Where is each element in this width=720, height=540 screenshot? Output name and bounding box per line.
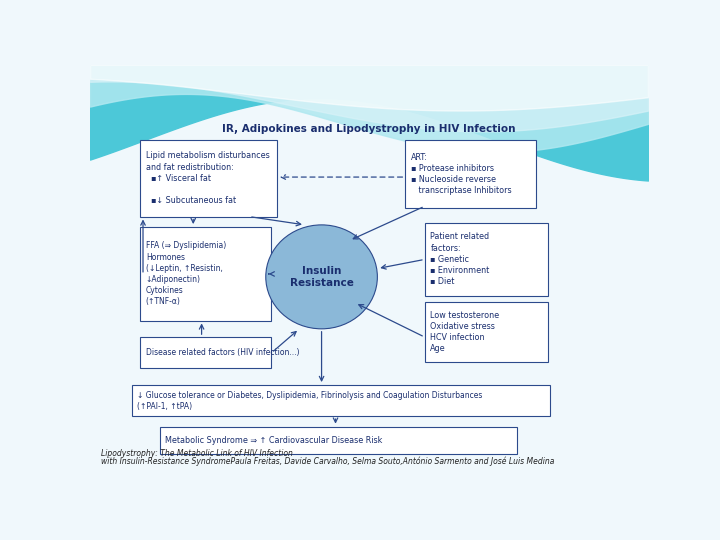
FancyBboxPatch shape bbox=[425, 223, 547, 295]
FancyBboxPatch shape bbox=[405, 140, 536, 208]
Text: Metabolic Syndrome ⇒ ↑ Cardiovascular Disease Risk: Metabolic Syndrome ⇒ ↑ Cardiovascular Di… bbox=[166, 436, 383, 444]
Text: IR, Adipokines and Lipodystrophy in HIV Infection: IR, Adipokines and Lipodystrophy in HIV … bbox=[222, 124, 516, 134]
Text: ART:
▪ Protease inhibitors
▪ Nucleoside reverse
   transcriptase Inhibitors: ART: ▪ Protease inhibitors ▪ Nucleoside … bbox=[411, 153, 511, 195]
Text: Disease related factors (HIV infection...): Disease related factors (HIV infection..… bbox=[145, 348, 300, 357]
FancyBboxPatch shape bbox=[140, 337, 271, 368]
Text: Lipodystrophy: The Metabolic Link of HIV Infection: Lipodystrophy: The Metabolic Link of HIV… bbox=[101, 449, 293, 458]
FancyBboxPatch shape bbox=[140, 227, 271, 321]
Text: ↓ Glucose tolerance or Diabetes, Dyslipidemia, Fibrinolysis and Coagulation Dist: ↓ Glucose tolerance or Diabetes, Dyslipi… bbox=[138, 390, 483, 410]
Text: Insulin
Resistance: Insulin Resistance bbox=[289, 266, 354, 288]
Text: FFA (⇒ Dyslipidemia)
Hormones
(↓Leptin, ↑Resistin,
↓Adiponectin)
Cytokines
(↑TNF: FFA (⇒ Dyslipidemia) Hormones (↓Leptin, … bbox=[145, 241, 226, 306]
FancyBboxPatch shape bbox=[425, 302, 547, 362]
FancyBboxPatch shape bbox=[132, 385, 550, 416]
Ellipse shape bbox=[266, 225, 377, 329]
Text: Patient related
factors:
▪ Genetic
▪ Environment
▪ Diet: Patient related factors: ▪ Genetic ▪ Env… bbox=[431, 233, 490, 286]
FancyBboxPatch shape bbox=[160, 427, 517, 454]
Text: Lipid metabolism disturbances
and fat redistribution:
  ▪↑ Visceral fat

  ▪↓ Su: Lipid metabolism disturbances and fat re… bbox=[145, 151, 269, 205]
Text: Low testosterone
Oxidative stress
HCV infection
Age: Low testosterone Oxidative stress HCV in… bbox=[431, 311, 500, 353]
Text: with Insulin-Resistance SyndromePaula Freitas, Davide Carvalho, Selma Souto,Antó: with Insulin-Resistance SyndromePaula Fr… bbox=[101, 456, 554, 466]
FancyBboxPatch shape bbox=[140, 140, 277, 217]
